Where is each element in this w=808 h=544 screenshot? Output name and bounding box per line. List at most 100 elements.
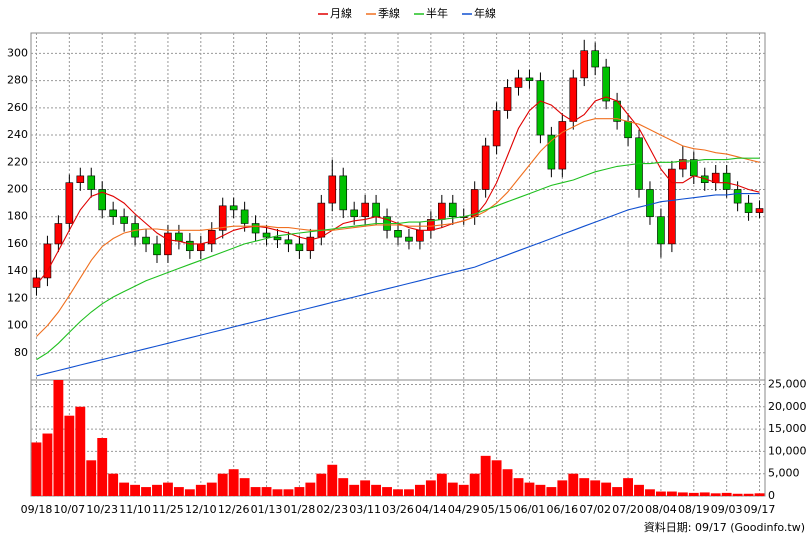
volume-bar [261, 487, 272, 496]
footnote: 資料日期: 09/17 (Goodinfo.tw) [644, 520, 805, 534]
volume-bar [338, 478, 349, 496]
volume-bar [535, 484, 546, 496]
x-tick-label: 06/01 [514, 503, 546, 516]
volume-bar [414, 484, 425, 496]
candle-body [65, 182, 74, 224]
candle-body [646, 189, 654, 218]
volume-bar [546, 487, 557, 496]
volume-bar [623, 478, 633, 496]
candle-body [525, 77, 534, 81]
candle-body [175, 232, 183, 242]
candle-body [207, 230, 216, 245]
x-tick-label: 08/19 [678, 503, 710, 516]
legend-label: 年線 [474, 6, 496, 20]
y2-tick-label: 5,000 [768, 467, 800, 480]
candle-body [689, 159, 698, 177]
candle-body [438, 202, 446, 220]
candle-body [153, 243, 161, 256]
candle-body [657, 216, 665, 245]
volume-bar [469, 473, 480, 496]
volume-bar [699, 492, 710, 496]
x-tick-label: 09/17 [744, 503, 776, 516]
candle-body [251, 223, 260, 234]
volume-bar [239, 478, 250, 496]
x-tick-label: 10/07 [53, 503, 85, 516]
candle-body [284, 239, 293, 245]
x-tick-label: 04/29 [448, 503, 480, 516]
y-tick-label: 240 [7, 128, 28, 141]
volume-bar [590, 480, 601, 496]
candle-body [503, 87, 512, 111]
volume-bar [327, 464, 338, 496]
volume-bar [130, 484, 141, 496]
candle-body [164, 232, 172, 256]
candle-body [87, 175, 96, 190]
volume-bar [655, 491, 666, 496]
volume-bar [502, 469, 513, 496]
volume-bar [31, 442, 42, 496]
y-tick-label: 180 [7, 210, 28, 223]
volume-bar [404, 489, 414, 496]
x-tick-label: 05/15 [481, 503, 513, 516]
x-tick-label: 07/20 [612, 503, 644, 516]
volume-bar [53, 380, 64, 496]
ma-line [36, 157, 760, 361]
candle-body [514, 77, 523, 88]
volume-bar [480, 455, 491, 496]
candle-body [700, 175, 709, 183]
candle-body [240, 209, 249, 224]
candle-body [76, 175, 85, 183]
volume-bar [305, 482, 316, 496]
volume-bar [601, 482, 612, 496]
x-tick-label: 06/16 [546, 503, 578, 516]
y-tick-label: 160 [7, 237, 28, 250]
y-tick-label: 140 [7, 264, 28, 277]
x-tick-label: 12/26 [218, 503, 250, 516]
volume-bar [86, 460, 97, 496]
candle-body [492, 110, 501, 147]
candle-body [755, 208, 764, 213]
candle-body [98, 189, 107, 211]
candle-body [624, 121, 632, 139]
candle-body [328, 175, 337, 204]
candle-body [197, 243, 205, 252]
x-tick-label: 09/03 [711, 503, 743, 516]
x-tick-label: 02/23 [316, 503, 348, 516]
candle-body [405, 236, 413, 242]
volume-bar [524, 482, 535, 496]
candle-body [317, 202, 326, 238]
y-tick-label: 220 [7, 155, 28, 168]
x-tick-label: 09/18 [21, 503, 53, 516]
volume-bar [360, 480, 371, 496]
candle-body [569, 77, 578, 122]
volume-bar [754, 493, 765, 496]
x-tick-label: 01/13 [251, 503, 283, 516]
candle-body [186, 240, 194, 252]
volume-bar [108, 473, 119, 496]
candle-body [733, 189, 742, 204]
candle-body [416, 230, 424, 242]
volume-bar [634, 484, 644, 496]
candle-body [54, 223, 63, 245]
volume-bar [283, 489, 294, 496]
y-tick-label: 300 [7, 46, 28, 59]
volume-bar [721, 492, 732, 496]
volume-bar [250, 487, 261, 496]
candle-body [218, 205, 227, 231]
candle-body [722, 172, 731, 190]
candle-body [547, 134, 556, 170]
volume-bar [513, 478, 524, 496]
y-tick-label: 280 [7, 74, 28, 87]
candle-body [668, 168, 676, 245]
volume-bar [710, 493, 721, 496]
volume-bar [294, 487, 305, 496]
volume-bar [163, 482, 173, 496]
candle-body [361, 202, 369, 218]
volume-bar [42, 433, 53, 496]
volume-bar [491, 460, 502, 496]
candle-body [43, 243, 52, 279]
candle-body [339, 175, 348, 211]
volume-bar [141, 487, 151, 496]
candle-body [536, 80, 545, 136]
